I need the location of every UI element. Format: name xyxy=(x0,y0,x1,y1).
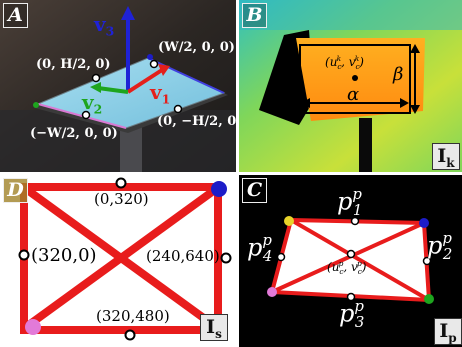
point-d-top xyxy=(115,177,127,189)
diagonal-d-2 xyxy=(23,185,219,331)
beta-label: β xyxy=(393,64,404,85)
point-a-right xyxy=(149,59,159,69)
center-label-b: (uck, vck) xyxy=(325,54,364,71)
panel-d-diagram xyxy=(0,175,236,347)
point-c-p1 xyxy=(350,216,360,226)
point-a-bottom-left xyxy=(81,110,91,120)
panel-c: C pp1 pp2 pp3 pp4 (ucp, vcp) Ip xyxy=(239,175,462,347)
point-d-bottom-label: (320,480) xyxy=(96,307,170,325)
point-c-p2 xyxy=(422,256,432,266)
center-point-c xyxy=(346,249,356,259)
panel-d-label: D xyxy=(3,178,28,203)
point-c-p1-label: pp1 xyxy=(337,185,363,219)
panel-c-diagram xyxy=(239,175,462,347)
axis-v1 xyxy=(126,68,164,94)
panel-b-depth-map xyxy=(239,0,462,172)
point-a-bottom-right-label: (0, −H/2, 0) xyxy=(157,114,236,129)
corner-dot-c-br xyxy=(424,294,434,304)
point-d-top-label: (0,320) xyxy=(94,190,149,208)
depth-board xyxy=(296,38,425,121)
corner-dot-c-tr xyxy=(419,218,429,228)
center-label-c: (ucp, vcp) xyxy=(327,259,367,276)
point-c-p2-label: pp2 xyxy=(427,229,453,263)
axis-v2-label: v2 xyxy=(82,90,103,117)
image-label-is: Is xyxy=(200,314,228,341)
panel-b: B (uck, vck) α β Ik xyxy=(239,0,462,172)
image-label-ip: Ip xyxy=(434,318,462,345)
point-a-bottom-left-label: (−W/2, 0, 0) xyxy=(30,126,118,141)
point-a-left xyxy=(91,73,101,83)
point-a-left-label: (0, H/2, 0) xyxy=(36,57,111,72)
point-c-p3-label: pp3 xyxy=(339,297,365,331)
diagonal-c-2 xyxy=(271,221,425,294)
panel-a-label: A xyxy=(3,3,28,28)
axis-v2 xyxy=(97,86,129,94)
corner-dot-c-bl xyxy=(267,287,277,297)
panel-b-label: B xyxy=(242,3,267,28)
point-d-left-label: (320,0) xyxy=(31,245,97,266)
board-stand-depth xyxy=(359,118,372,172)
axis-v1-label: v1 xyxy=(150,80,171,107)
point-d-left xyxy=(18,249,30,261)
panel-a: A v3 v1 v2 (0, H/2, 0) (W/2, 0, 0) (−W/2… xyxy=(0,0,236,172)
panel-c-label: C xyxy=(242,178,267,203)
point-c-p3 xyxy=(346,292,356,302)
panel-a-scene xyxy=(0,0,236,172)
corner-dot-d-tr xyxy=(211,181,227,197)
image-label-ik: Ik xyxy=(432,143,460,170)
point-d-right-label: (240,640) xyxy=(146,247,220,265)
axis-v3-label: v3 xyxy=(94,12,115,39)
point-d-right xyxy=(220,252,232,264)
point-c-p4 xyxy=(276,252,286,262)
center-point-b xyxy=(352,75,358,81)
corner-dot-c-tl xyxy=(284,216,294,226)
board-stand xyxy=(120,120,142,172)
panel-d: D (0,320) (320,0) (240,640) (320,480) Is xyxy=(0,175,236,347)
alpha-label: α xyxy=(347,84,360,105)
point-a-bottom-right xyxy=(173,104,183,114)
diagonal-c-1 xyxy=(289,218,431,302)
corner-dot-d-bl xyxy=(25,319,41,335)
point-d-bottom xyxy=(124,329,136,341)
point-c-p4-label: pp4 xyxy=(247,231,273,265)
point-a-right-label: (W/2, 0, 0) xyxy=(158,40,235,55)
